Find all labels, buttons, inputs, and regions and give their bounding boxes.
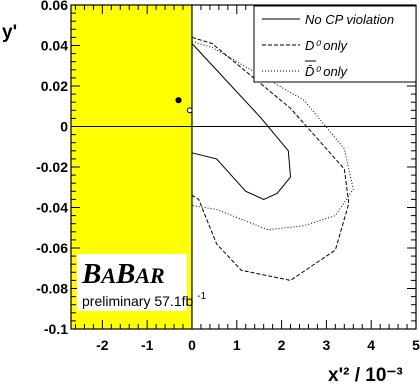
best-fit-point-filled: [175, 97, 182, 104]
contour-dotted: [191, 40, 354, 231]
x-tick-label: -2: [96, 337, 109, 353]
best-fit-point-open: [186, 107, 193, 114]
contour-solid: [191, 43, 292, 200]
x-tick-label: 0: [188, 337, 196, 353]
x-tick-label: 2: [278, 337, 286, 353]
x-tick-label: 3: [322, 337, 330, 353]
x-tick-label: 4: [367, 337, 375, 353]
x-tick-label: 5: [412, 337, 420, 353]
y-tick-label: -0.06: [36, 240, 68, 256]
x-tick-label: -1: [141, 337, 154, 353]
x-tick-label: 1: [233, 337, 241, 353]
preliminary-label: preliminary 57.1fb -1: [82, 291, 207, 309]
legend-entry-d0bar: D̄⁰ only: [305, 64, 349, 79]
y-tick-label: 0: [60, 119, 68, 135]
y-tick-label: -0.04: [36, 200, 68, 216]
y-tick-label: 0.06: [41, 0, 68, 13]
legend-entry-d0: D⁰ only: [305, 38, 349, 53]
legend: No CP violation D⁰ only D̄⁰ only: [253, 5, 417, 83]
y-tick-label: -0.02: [36, 159, 68, 175]
experiment-logo-text: BABAR: [81, 258, 165, 290]
y-axis-label: y': [2, 22, 17, 43]
y-tick-label: -0.1: [44, 321, 68, 337]
legend-entry-no-cp: No CP violation: [305, 12, 394, 27]
babar-stamp: BABAR preliminary 57.1fb -1: [77, 254, 207, 311]
y-tick-label: 0.02: [41, 78, 68, 94]
x-axis-label: x'² / 10⁻³: [328, 365, 403, 385]
y-tick-label: -0.08: [36, 281, 68, 297]
y-tick-label: 0.04: [41, 38, 68, 54]
